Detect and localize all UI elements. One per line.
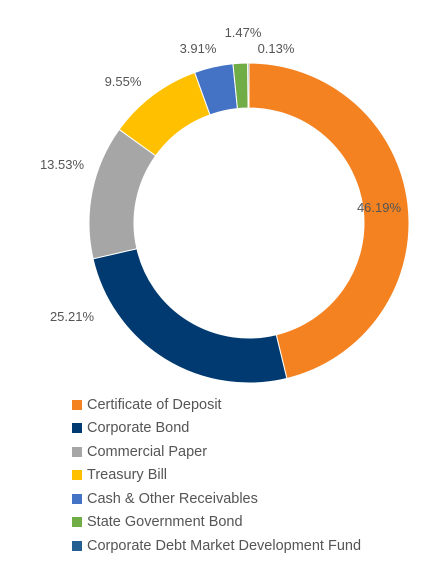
- legend-item-corporate-bond: Corporate Bond: [72, 417, 361, 441]
- data-label-treasury-bill: 9.55%: [105, 74, 142, 89]
- legend-label: Cash & Other Receivables: [87, 490, 258, 507]
- legend-swatch-corporate-bond: [72, 423, 82, 434]
- legend-item-commercial-paper: Commercial Paper: [72, 440, 361, 464]
- data-label-state-government-bond: 1.47%: [225, 25, 262, 40]
- legend-label: Treasury Bill: [87, 467, 168, 484]
- slice-certificate-of-deposit: [248, 62, 410, 380]
- data-label-corporate-bond: 25.21%: [50, 309, 95, 324]
- donut-chart-canvas: 46.19% 25.21% 13.53% 9.55% 3.91% 1.47%0.13%: [40, 25, 410, 384]
- legend-label: Corporate Debt Market Development Fund: [87, 537, 362, 554]
- legend-swatch-state-government-bond: [72, 517, 82, 528]
- legend-item-state-government-bond: State Government Bond: [72, 511, 361, 535]
- slice-corporate-bond: [92, 248, 288, 384]
- legend-item-certificate-of-deposit: Certificate of Deposit: [72, 393, 361, 417]
- data-labels: 46.19% 25.21% 13.53% 9.55% 3.91% 1.47%0.13%: [40, 25, 402, 324]
- legend-swatch-cash-and-other-receivables: [72, 493, 82, 504]
- legend-swatch-treasury-bill: [72, 470, 82, 481]
- chart-legend: Certificate of Deposit Corporate Bond Comm…: [72, 393, 361, 558]
- legend-label: Corporate Bond: [87, 420, 190, 437]
- legend-swatch-certificate-of-deposit: [72, 399, 82, 410]
- legend-swatch-commercial-paper: [72, 446, 82, 457]
- legend-label: Certificate of Deposit: [87, 396, 222, 413]
- legend-label: State Government Bond: [87, 514, 243, 531]
- legend-item-treasury-bill: Treasury Bill: [72, 464, 361, 488]
- legend-item-cash-and-other-receivables: Cash & Other Receivables: [72, 487, 361, 511]
- legend-label: Commercial Paper: [87, 443, 208, 460]
- data-label-commercial-paper: 13.53%: [40, 157, 85, 172]
- slice-corporate-debt-market-development-fund: [247, 62, 250, 109]
- donut-slices: [88, 62, 410, 384]
- legend-swatch-corporate-debt-market-development-fund: [72, 540, 82, 551]
- data-label-corporate-debt-market-development-fund: 0.13%: [258, 41, 295, 56]
- data-label-cash-and-other-receivables: 3.91%: [180, 41, 217, 56]
- legend-item-corporate-debt-market-development-fund: Corporate Debt Market Development Fund: [72, 534, 361, 558]
- data-label-certificate-of-deposit: 46.19%: [357, 200, 402, 215]
